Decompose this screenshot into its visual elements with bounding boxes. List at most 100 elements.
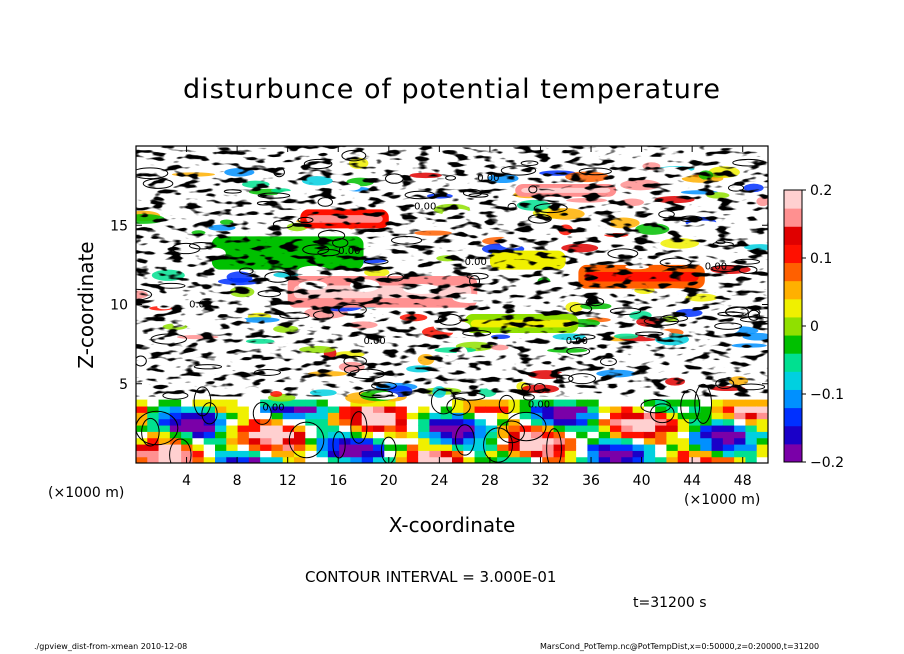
heatmap-cell (271, 412, 284, 420)
colorbar-tick-label: −0.2 (810, 455, 844, 471)
heatmap-cell (643, 437, 656, 445)
contour-line (732, 158, 765, 167)
heatmap-cell (531, 431, 543, 439)
heatmap-cell (745, 431, 758, 439)
heatmap-cell (497, 450, 510, 458)
heatmap-cell (440, 418, 453, 426)
heatmap-cell (294, 443, 306, 451)
heatmap-cell (136, 437, 148, 445)
heatmap-cell (305, 424, 318, 432)
heatmap-cell (576, 443, 589, 451)
heatmap-cell (508, 437, 521, 445)
heatmap-cell (384, 424, 397, 432)
heatmap-cell (147, 450, 160, 458)
colorbar-swatch (784, 353, 802, 372)
y-tick-label: 10 (110, 298, 128, 314)
contour-line (712, 241, 734, 247)
heatmap-cell (147, 443, 160, 451)
contour-line (188, 241, 214, 250)
heatmap-cell (327, 418, 340, 426)
contour-line (201, 402, 218, 425)
heatmap-cell (722, 431, 735, 439)
heatmap-cell (497, 437, 510, 445)
heatmap-cell (643, 399, 656, 407)
heatmap-cell (655, 456, 668, 463)
heatmap-cell (429, 443, 442, 451)
heatmap-cell (440, 456, 453, 463)
heatmap-cell (756, 437, 768, 445)
x-tick-label: 8 (233, 473, 242, 489)
heatmap-cell (429, 405, 442, 413)
heatmap-cell (373, 424, 385, 432)
colorbar-tick-label: 0 (810, 319, 819, 335)
heatmap-cell (655, 424, 668, 432)
contour-line (223, 189, 242, 194)
heatmap-cell (474, 437, 487, 445)
contour-line (156, 282, 186, 289)
heatmap-cell (610, 399, 622, 407)
heatmap-cell (576, 399, 589, 407)
contour-line (660, 314, 689, 322)
contour-line (169, 438, 192, 463)
heatmap-cell (215, 437, 227, 445)
heatmap-cell (384, 443, 397, 451)
contour-line (303, 158, 333, 170)
heatmap-cell (689, 450, 701, 458)
heatmap-cell (282, 399, 295, 407)
heatmap-cell (587, 418, 600, 426)
heatmap-cell (429, 437, 442, 445)
heatmap-cell (429, 431, 442, 439)
heatmap-cell (192, 412, 205, 420)
heatmap-cell (711, 418, 724, 426)
heatmap-cell (260, 412, 273, 420)
heatmap-cell (327, 450, 340, 458)
heatmap-cell (677, 424, 690, 432)
heatmap-cell (463, 437, 476, 445)
contour-line (599, 357, 617, 367)
heatmap-cell (305, 431, 318, 439)
heatmap-cell (598, 456, 611, 463)
heatmap-cell (282, 437, 295, 445)
y-tick-label: 15 (110, 218, 128, 234)
contour-line (546, 428, 562, 463)
contour-line (338, 303, 367, 316)
contour-line (736, 383, 766, 391)
heatmap-cell (406, 418, 419, 426)
heatmap-cell (181, 399, 194, 407)
heatmap-cell (418, 399, 431, 407)
heatmap-cell (666, 424, 679, 432)
contour-line (739, 316, 768, 323)
heatmap-cell (452, 431, 464, 439)
heatmap-cell (373, 437, 385, 445)
x-unit-label-right: (×1000 m) (684, 492, 761, 508)
heatmap-cell (294, 437, 306, 445)
heatmap-cell (508, 431, 521, 439)
heatmap-cell (576, 450, 589, 458)
heatmap-cell (271, 418, 284, 426)
heatmap-cell (621, 399, 634, 407)
heatmap-cell (711, 456, 724, 463)
heatmap-cell (553, 443, 566, 451)
heatmap-cell (418, 405, 431, 413)
heatmap-cell (237, 412, 250, 420)
heatmap-cell (756, 443, 768, 451)
heatmap-cell (169, 456, 182, 463)
heatmap-cell (700, 437, 713, 445)
heatmap-cell (147, 412, 160, 420)
heatmap-cell (271, 405, 284, 413)
contour-line (694, 383, 713, 424)
heatmap-cell (384, 412, 397, 420)
heatmap-cell (373, 418, 385, 426)
heatmap-cell (734, 437, 747, 445)
y-axis: 5 10 15 (110, 218, 768, 393)
contour-line (658, 210, 675, 219)
contour-line (136, 167, 169, 180)
heatmap-cell (226, 424, 239, 432)
heatmap-cell (305, 418, 318, 426)
heatmap-cell (632, 443, 645, 451)
heatmap-cell (429, 456, 442, 463)
heatmap-cell (485, 418, 498, 426)
heatmap-cell (745, 437, 758, 445)
heatmap-cell (734, 399, 747, 407)
heatmap-cell (282, 412, 295, 420)
